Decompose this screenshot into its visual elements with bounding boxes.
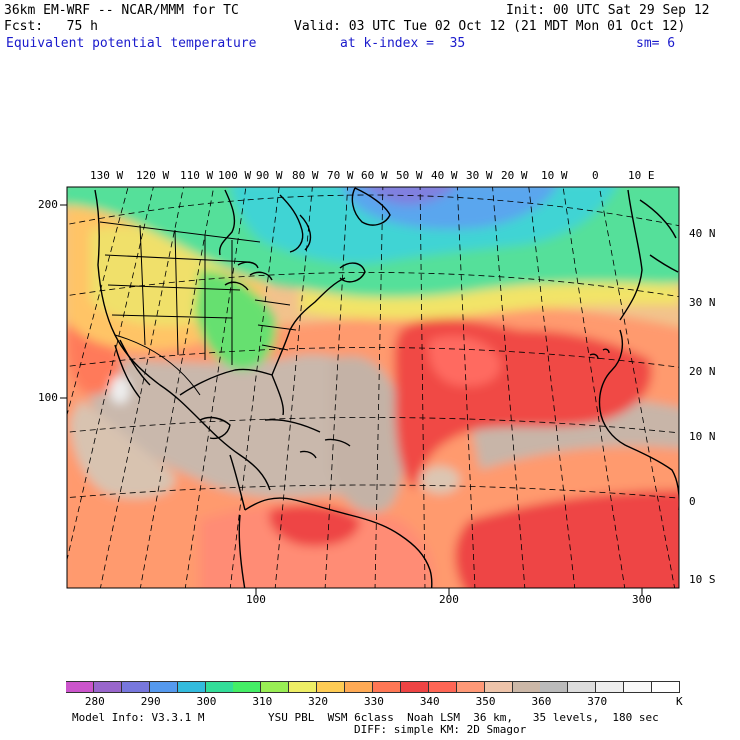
- field-name: Equivalent potential temperature: [6, 36, 257, 51]
- x-tick-label: 100: [246, 593, 266, 606]
- lon-label: 0: [592, 169, 599, 182]
- y-tick-label: 200: [38, 198, 58, 211]
- k-index: at k-index = 35: [340, 36, 466, 51]
- x-tick-label: 300: [632, 593, 652, 606]
- colorbar-swatch: [177, 681, 206, 693]
- colorbar-swatch: [205, 681, 234, 693]
- physics-info: YSU PBL WSM 6class Noah LSM 36 km, 35 le…: [268, 711, 659, 724]
- colorbar-swatch: [121, 681, 150, 693]
- colorbar-swatch: [456, 681, 485, 693]
- colorbar-label: 290: [140, 695, 161, 708]
- model-title: 36km EM-WRF -- NCAR/MMM for TC: [4, 3, 239, 18]
- lon-label: 100 W: [218, 169, 252, 182]
- model-info: Model Info: V3.3.1 M: [72, 711, 205, 724]
- lon-label: 80 W: [292, 169, 319, 182]
- lon-label: 60 W: [361, 169, 388, 182]
- x-tick-label: 200: [439, 593, 459, 606]
- lon-label: 10 W: [541, 169, 568, 182]
- map-frame: [66, 186, 680, 589]
- lon-label: 110 W: [180, 169, 214, 182]
- colorbar-swatch: [596, 681, 625, 693]
- colorbar-swatch: [428, 681, 457, 693]
- colorbar-label: 340: [419, 695, 440, 708]
- theta-e-field: [67, 187, 679, 588]
- lon-label: 130 W: [90, 169, 124, 182]
- lon-label: 20 W: [501, 169, 528, 182]
- lat-label: 40 N: [689, 227, 716, 240]
- coastlines: [94, 187, 679, 588]
- lon-label: 50 W: [396, 169, 423, 182]
- colorbar-swatch: [624, 681, 653, 693]
- colorbar-label: 320: [308, 695, 329, 708]
- lat-label: 10 N: [689, 430, 716, 443]
- init-time: Init: 00 UTC Sat 29 Sep 12: [506, 3, 710, 18]
- colorbar-swatch: [484, 681, 513, 693]
- colorbar-swatch: [233, 681, 262, 693]
- graticule: [67, 187, 679, 588]
- lon-label: 90 W: [256, 169, 283, 182]
- colorbar-swatch: [373, 681, 401, 693]
- y-tick-label: 100: [38, 391, 58, 404]
- colorbar-label: 310: [252, 695, 273, 708]
- political-borders: [99, 221, 297, 396]
- colorbar-label: 360: [531, 695, 552, 708]
- colorbar-swatch: [512, 681, 541, 693]
- lat-label: 0: [689, 495, 696, 508]
- diffusion-info: DIFF: simple KM: 2D Smagor: [354, 723, 527, 736]
- colorbar-unit: K: [676, 695, 683, 708]
- lon-label: 70 W: [327, 169, 354, 182]
- lat-label: 10 S: [689, 573, 716, 586]
- lon-label: 30 W: [466, 169, 493, 182]
- colorbar-swatch: [93, 681, 122, 693]
- forecast-hour: Fcst: 75 h: [4, 19, 98, 34]
- colorbar-swatch: [400, 681, 429, 693]
- colorbar-swatch: [289, 681, 318, 693]
- lat-label: 20 N: [689, 365, 716, 378]
- colorbar-swatch: [345, 681, 374, 693]
- colorbar-swatch: [261, 681, 290, 693]
- lon-label: 10 E: [628, 169, 655, 182]
- smoothing: sm= 6: [636, 36, 676, 51]
- lon-label: 120 W: [136, 169, 170, 182]
- colorbar-swatch: [568, 681, 597, 693]
- lat-label: 30 N: [689, 296, 716, 309]
- colorbar-label: 330: [364, 695, 384, 708]
- colorbar-label: 280: [84, 695, 105, 708]
- colorbar-swatch: [149, 681, 178, 693]
- valid-time: Valid: 03 UTC Tue 02 Oct 12 (21 MDT Mon …: [294, 19, 686, 34]
- axis-ticks: [60, 204, 643, 595]
- lon-label: 40 W: [431, 169, 458, 182]
- colorbar-swatch: [540, 681, 569, 693]
- colorbar-swatch: [317, 681, 346, 693]
- colorbar-label: 370: [587, 695, 608, 708]
- colorbar-label: 300: [196, 695, 217, 708]
- colorbar-swatch: [66, 681, 94, 693]
- colorbar-label: 350: [475, 695, 496, 708]
- colorbar-swatch: [652, 681, 681, 693]
